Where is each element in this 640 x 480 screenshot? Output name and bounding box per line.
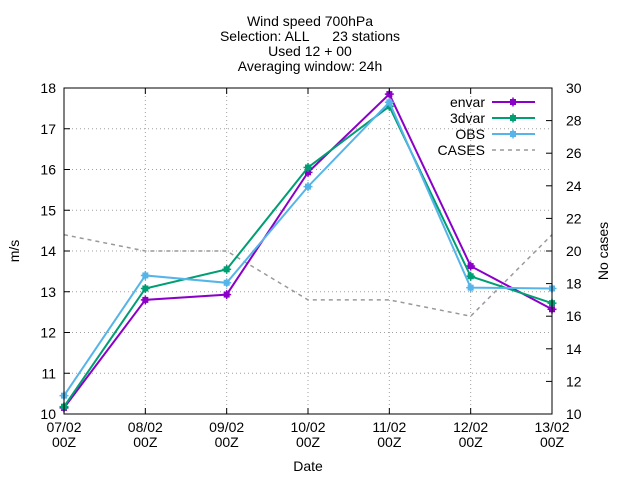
x-tick-label: 08/02	[128, 419, 163, 435]
y2-tick-label: 12	[566, 373, 582, 389]
x-axis-label: Date	[293, 458, 323, 474]
y-tick-label: 10	[40, 406, 56, 422]
legend-label: OBS	[455, 126, 485, 142]
x-tick-label: 09/02	[209, 419, 244, 435]
title-line: Selection: ALL 23 stations	[220, 28, 400, 44]
y-tick-label: 11	[41, 365, 56, 381]
axis-ticks: 10 11 12 13 14 15 16 17 18 10 12 14 16 18 20 22 24 26 28 30…	[40, 80, 581, 450]
x-tick-label: 11/02	[372, 419, 406, 435]
x-tick-label: 10/02	[290, 419, 325, 435]
series-line-cases	[63, 233, 553, 318]
y-axis-label: m/s	[6, 240, 22, 263]
y2-tick-label: 26	[566, 145, 582, 161]
x-tick-label: 00Z	[377, 434, 402, 450]
x-tick-label: 07/02	[46, 419, 81, 435]
y2-axis-label: No cases	[595, 222, 611, 280]
y-tick-label: 15	[40, 202, 56, 218]
title-line: Used 12 + 00	[268, 43, 352, 59]
x-tick-label: 00Z	[296, 434, 321, 450]
y2-tick-label: 16	[566, 308, 582, 324]
y-tick-label: 18	[40, 80, 56, 96]
x-tick-label: 00Z	[540, 434, 565, 450]
title-line: Averaging window: 24h	[238, 58, 383, 74]
y2-tick-label: 14	[566, 341, 582, 357]
y-tick-label: 16	[40, 162, 56, 178]
y2-tick-label: 18	[566, 276, 582, 292]
y-tick-label: 17	[40, 121, 56, 137]
x-tick-label: 00Z	[459, 434, 484, 450]
series-cases	[63, 233, 553, 318]
y2-tick-label: 20	[566, 243, 582, 259]
y-tick-label: 12	[40, 325, 56, 341]
title-line: Wind speed 700hPa	[247, 13, 373, 29]
x-tick-label: 00Z	[133, 434, 158, 450]
x-tick-label: 13/02	[534, 419, 569, 435]
y2-tick-label: 24	[566, 178, 582, 194]
y2-tick-label: 28	[566, 113, 582, 129]
y2-tick-label: 30	[566, 80, 582, 96]
x-tick-label: 12/02	[453, 419, 488, 435]
x-tick-label: 00Z	[52, 434, 77, 450]
legend-label: 3dvar	[450, 110, 485, 126]
x-tick-label: 00Z	[215, 434, 240, 450]
legend-label: CASES	[438, 142, 485, 158]
y2-tick-label: 10	[566, 406, 582, 422]
legend-label: envar	[450, 94, 485, 110]
y-tick-label: 14	[40, 243, 56, 259]
y-tick-label: 13	[40, 284, 56, 300]
series-obs	[59, 97, 557, 401]
y2-tick-label: 22	[566, 210, 582, 226]
